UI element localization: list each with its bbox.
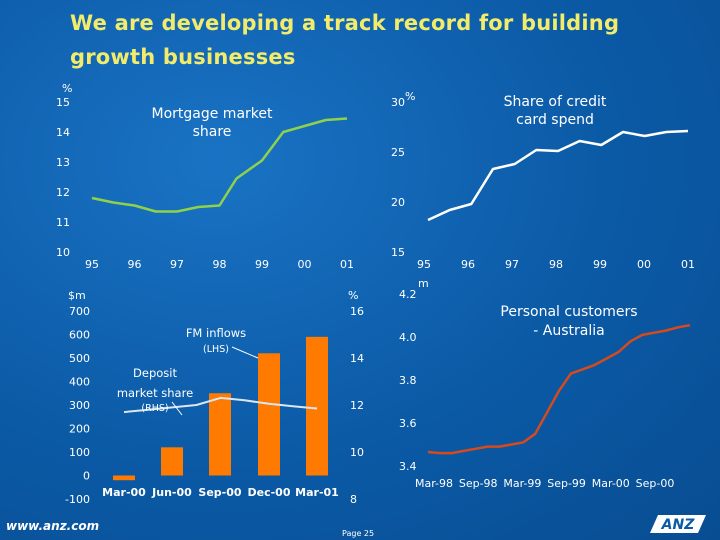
mortgage-x-tick: 00 — [298, 258, 312, 271]
fm-inflows-pointer — [231, 346, 259, 359]
credit-y-tick: 25 — [391, 146, 405, 159]
fm-right-tick: 16 — [350, 305, 364, 318]
credit-title-line1: Share of credit — [504, 94, 607, 110]
fm-inflow-bar — [209, 393, 231, 476]
footer-url[interactable]: www.anz.com — [6, 519, 100, 533]
customers-x-tick: Mar-98 — [415, 477, 453, 490]
fm-inflow-bar — [306, 336, 328, 476]
customers-x-tick: Mar-99 — [503, 477, 541, 490]
customers-y-tick: 4.0 — [399, 331, 417, 344]
credit-y-tick: 15 — [391, 246, 405, 259]
customers-y-tick: 3.4 — [399, 460, 417, 473]
credit-x-tick: 01 — [681, 258, 695, 271]
deposit-pointer — [171, 401, 183, 416]
fm-left-tick: 600 — [69, 329, 90, 342]
mortgage-y-tick: 13 — [56, 156, 70, 169]
customers-x-tick: Sep-98 — [459, 477, 498, 490]
mortgage-x-tick: 95 — [85, 258, 99, 271]
customers-y-tick: 4.2 — [399, 288, 417, 301]
credit-x-tick: 98 — [549, 258, 563, 271]
mortgage-title-line2: share — [193, 124, 232, 140]
deposit-share-line — [123, 396, 318, 414]
fm-x-tick: Mar-00 — [102, 486, 146, 499]
credit-x-tick: 96 — [461, 258, 475, 271]
fm-right-tick: 12 — [350, 399, 364, 412]
credit-x-tick: 95 — [417, 258, 431, 271]
mortgage-y-tick: 11 — [56, 216, 70, 229]
mortgage-y-tick: 12 — [56, 186, 70, 199]
mortgage-y-tick: 10 — [56, 246, 70, 259]
mortgage-unit-label: % — [62, 82, 72, 95]
mortgage-title-line1: Mortgage market — [152, 106, 274, 122]
customers-series-line — [427, 323, 691, 455]
fm-left-unit: $m — [68, 289, 86, 302]
credit-x-tick: 99 — [593, 258, 607, 271]
mortgage-series-line — [91, 117, 348, 213]
fm-left-tick: 300 — [69, 399, 90, 412]
fm-left-tick: -100 — [65, 493, 90, 506]
fm-inflow-bar — [113, 475, 135, 481]
anz-logo-icon: ANZ — [650, 515, 706, 533]
credit-title-line2: card spend — [516, 112, 594, 128]
mortgage-x-tick: 98 — [213, 258, 227, 271]
customers-y-tick: 3.8 — [399, 374, 417, 387]
customers-x-tick: Sep-00 — [636, 477, 675, 490]
mortgage-y-tick: 15 — [56, 96, 70, 109]
fm-left-tick: 700 — [69, 305, 90, 318]
fm-left-tick: 100 — [69, 446, 90, 459]
fm-left-tick: 200 — [69, 423, 90, 436]
credit-x-tick: 00 — [637, 258, 651, 271]
credit-y-tick: 30 — [391, 96, 405, 109]
fm-right-unit: % — [348, 289, 358, 302]
deposit-note: (RHS) — [141, 403, 168, 414]
deposit-label-line1: Deposit — [133, 366, 177, 380]
logo-text: ANZ — [661, 517, 696, 533]
fm-left-tick: 400 — [69, 376, 90, 389]
fm-inflow-bar — [161, 447, 183, 476]
mortgage-x-tick: 01 — [340, 258, 354, 271]
fm-right-tick: 8 — [350, 493, 357, 506]
fm-inflow-bar — [258, 353, 280, 476]
fm-inflows-label: FM inflows — [186, 326, 246, 340]
fm-x-tick: Sep-00 — [198, 486, 241, 499]
slide-title: We are developing a track record for bui… — [70, 11, 620, 69]
fm-right-tick: 14 — [350, 352, 364, 365]
customers-title-line2: - Australia — [533, 323, 604, 339]
customers-title-line1: Personal customers — [500, 304, 637, 320]
fm-x-tick: Mar-01 — [295, 486, 339, 499]
fm-x-tick: Dec-00 — [248, 486, 291, 499]
fm-right-tick: 10 — [350, 446, 364, 459]
fm-x-tick: Jun-00 — [151, 486, 192, 499]
customers-x-tick: Mar-00 — [592, 477, 630, 490]
page-number: Page 25 — [342, 529, 375, 538]
customers-y-tick: 3.6 — [399, 417, 417, 430]
credit-x-tick: 97 — [505, 258, 519, 271]
fm-left-tick: 0 — [83, 470, 90, 483]
mortgage-y-tick: 14 — [56, 126, 70, 139]
customers-unit-label: m — [418, 277, 429, 290]
credit-series-line — [427, 129, 689, 222]
fm-inflows-note: (LHS) — [203, 344, 229, 355]
credit-y-tick: 20 — [391, 196, 405, 209]
deposit-label-line2: market share — [117, 386, 193, 400]
mortgage-x-tick: 99 — [255, 258, 269, 271]
fm-left-tick: 500 — [69, 352, 90, 365]
mortgage-x-tick: 96 — [128, 258, 142, 271]
credit-unit-label: % — [405, 90, 415, 103]
customers-x-tick: Sep-99 — [547, 477, 586, 490]
mortgage-x-tick: 97 — [170, 258, 184, 271]
